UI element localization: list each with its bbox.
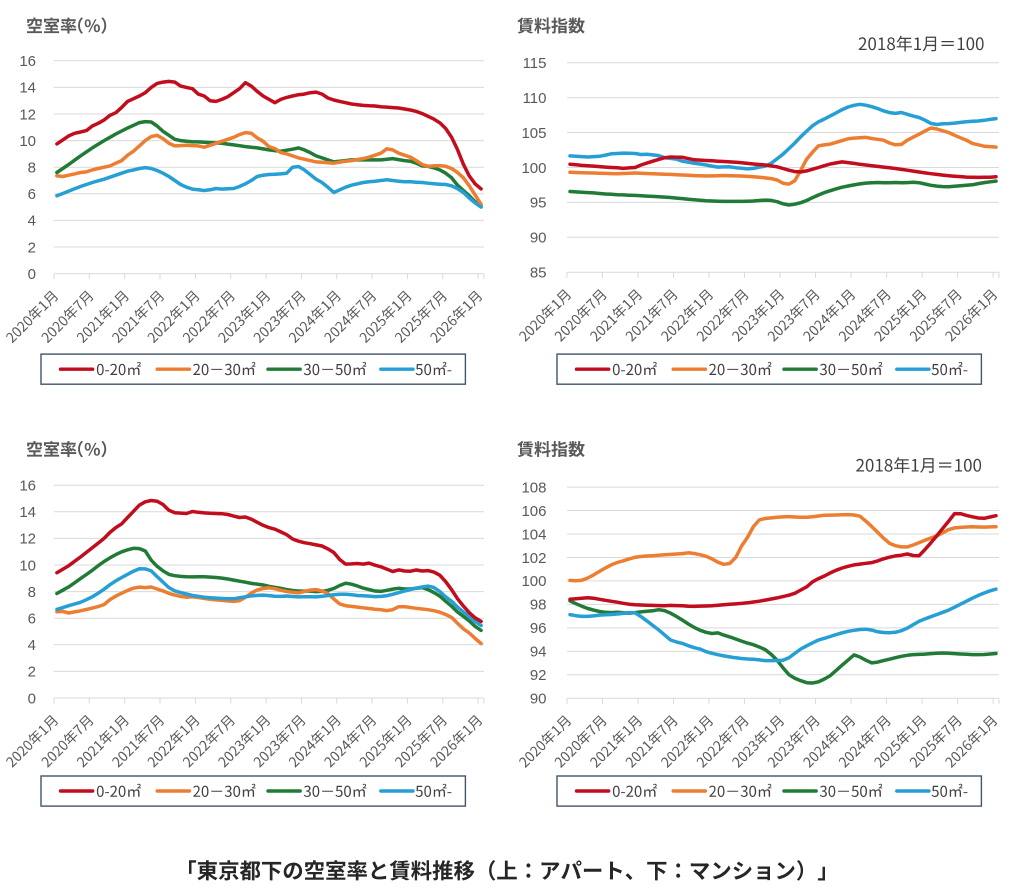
svg-text:110: 110 bbox=[523, 90, 547, 107]
svg-text:100: 100 bbox=[521, 160, 546, 177]
svg-text:95: 95 bbox=[530, 195, 547, 212]
svg-text:105: 105 bbox=[521, 125, 546, 142]
svg-text:14: 14 bbox=[19, 504, 36, 521]
svg-text:2: 2 bbox=[28, 664, 36, 681]
svg-text:6: 6 bbox=[28, 611, 36, 628]
svg-text:85: 85 bbox=[530, 265, 547, 282]
svg-text:115: 115 bbox=[523, 55, 547, 72]
svg-text:12: 12 bbox=[19, 106, 36, 123]
svg-text:94: 94 bbox=[530, 644, 547, 661]
svg-text:16: 16 bbox=[19, 478, 36, 495]
svg-text:106: 106 bbox=[521, 503, 546, 520]
svg-text:8: 8 bbox=[28, 160, 36, 177]
svg-text:108: 108 bbox=[521, 479, 546, 496]
svg-text:90: 90 bbox=[530, 230, 547, 247]
svg-text:90: 90 bbox=[530, 691, 547, 708]
svg-text:10: 10 bbox=[19, 133, 36, 150]
svg-text:0: 0 bbox=[28, 266, 36, 283]
svg-text:8: 8 bbox=[28, 584, 36, 601]
svg-text:4: 4 bbox=[28, 213, 36, 230]
svg-text:0: 0 bbox=[28, 690, 36, 707]
svg-text:104: 104 bbox=[521, 526, 546, 543]
svg-text:100: 100 bbox=[521, 573, 546, 590]
svg-text:12: 12 bbox=[19, 531, 36, 548]
svg-text:10: 10 bbox=[19, 557, 36, 574]
svg-text:2: 2 bbox=[28, 239, 36, 256]
svg-text:6: 6 bbox=[28, 186, 36, 203]
svg-text:16: 16 bbox=[19, 53, 36, 70]
svg-text:4: 4 bbox=[28, 637, 36, 654]
svg-text:92: 92 bbox=[530, 667, 547, 684]
svg-text:102: 102 bbox=[521, 550, 546, 567]
svg-text:98: 98 bbox=[530, 597, 547, 614]
svg-text:96: 96 bbox=[530, 620, 547, 637]
svg-text:14: 14 bbox=[19, 80, 36, 97]
